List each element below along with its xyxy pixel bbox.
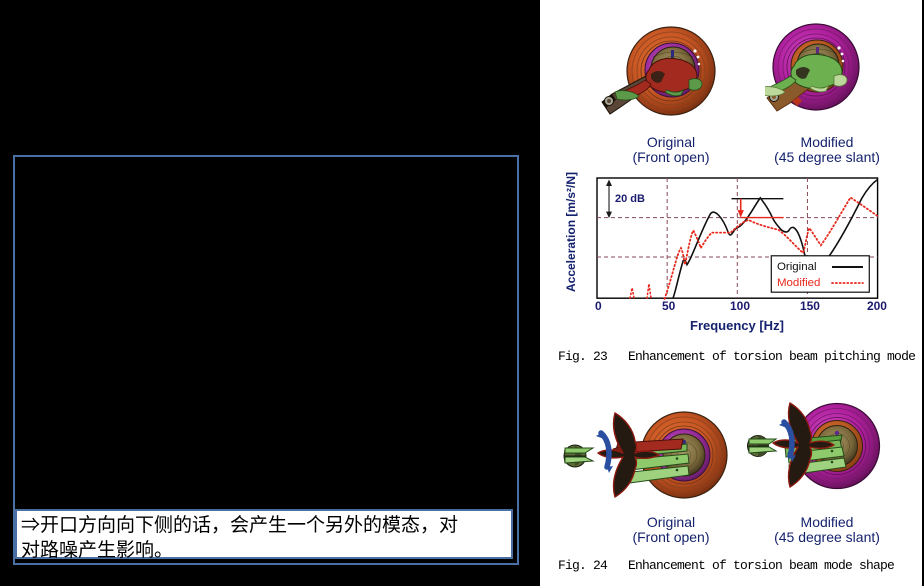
svg-text:0: 0 [595, 299, 602, 313]
svg-text:20 dB: 20 dB [615, 193, 645, 205]
svg-text:200: 200 [867, 299, 887, 313]
svg-text:150: 150 [800, 299, 820, 313]
svg-text:100: 100 [730, 299, 750, 313]
svg-text:50: 50 [662, 299, 676, 313]
svg-text:Original: Original [777, 261, 817, 273]
svg-text:Modified: Modified [777, 277, 820, 289]
